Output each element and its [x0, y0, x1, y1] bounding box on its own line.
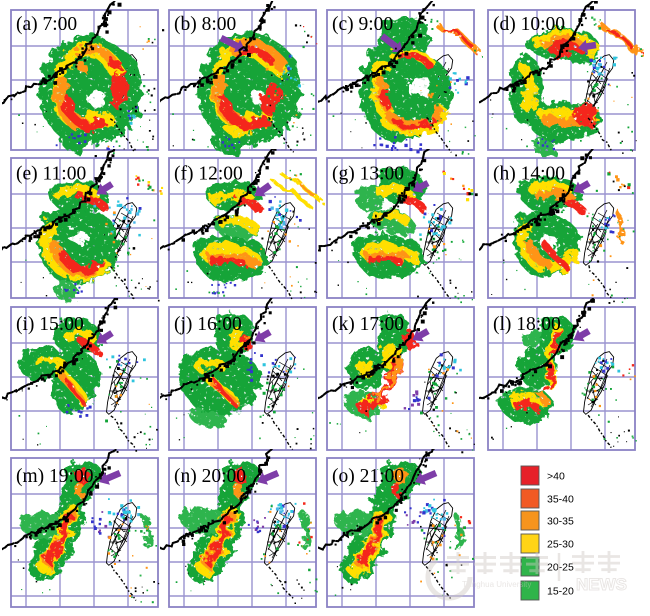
svg-text:25-30: 25-30 — [547, 539, 574, 551]
svg-text:(d) 10:00: (d) 10:00 — [493, 14, 565, 35]
svg-text:Tsinghua University: Tsinghua University — [462, 580, 531, 589]
svg-text:(i) 15:00: (i) 15:00 — [16, 314, 84, 335]
svg-text:(k) 17:00: (k) 17:00 — [332, 314, 404, 335]
svg-text:(o) 21:00: (o) 21:00 — [332, 466, 404, 487]
svg-text:30-35: 30-35 — [547, 516, 574, 528]
svg-text:(l) 18:00: (l) 18:00 — [493, 314, 561, 335]
svg-text:(a) 7:00: (a) 7:00 — [16, 14, 77, 35]
svg-text:(g) 13:00: (g) 13:00 — [332, 164, 404, 185]
svg-text:(f) 12:00: (f) 12:00 — [174, 164, 243, 185]
svg-text:(h) 14:00: (h) 14:00 — [493, 164, 565, 185]
svg-text:(b) 8:00: (b) 8:00 — [174, 14, 236, 35]
svg-text:(c) 9:00: (c) 9:00 — [332, 14, 393, 35]
svg-text:(j) 16:00: (j) 16:00 — [174, 314, 242, 335]
svg-text:35-40: 35-40 — [547, 494, 574, 506]
svg-text:15-20: 15-20 — [547, 586, 574, 598]
svg-text:(e) 11:00: (e) 11:00 — [16, 164, 86, 185]
svg-text:NEWS: NEWS — [576, 575, 627, 594]
svg-text:(n) 20:00: (n) 20:00 — [174, 466, 246, 487]
svg-text:>40: >40 — [547, 471, 565, 483]
svg-text:(m) 19:00: (m) 19:00 — [16, 466, 93, 487]
svg-text:20-25: 20-25 — [547, 562, 574, 574]
